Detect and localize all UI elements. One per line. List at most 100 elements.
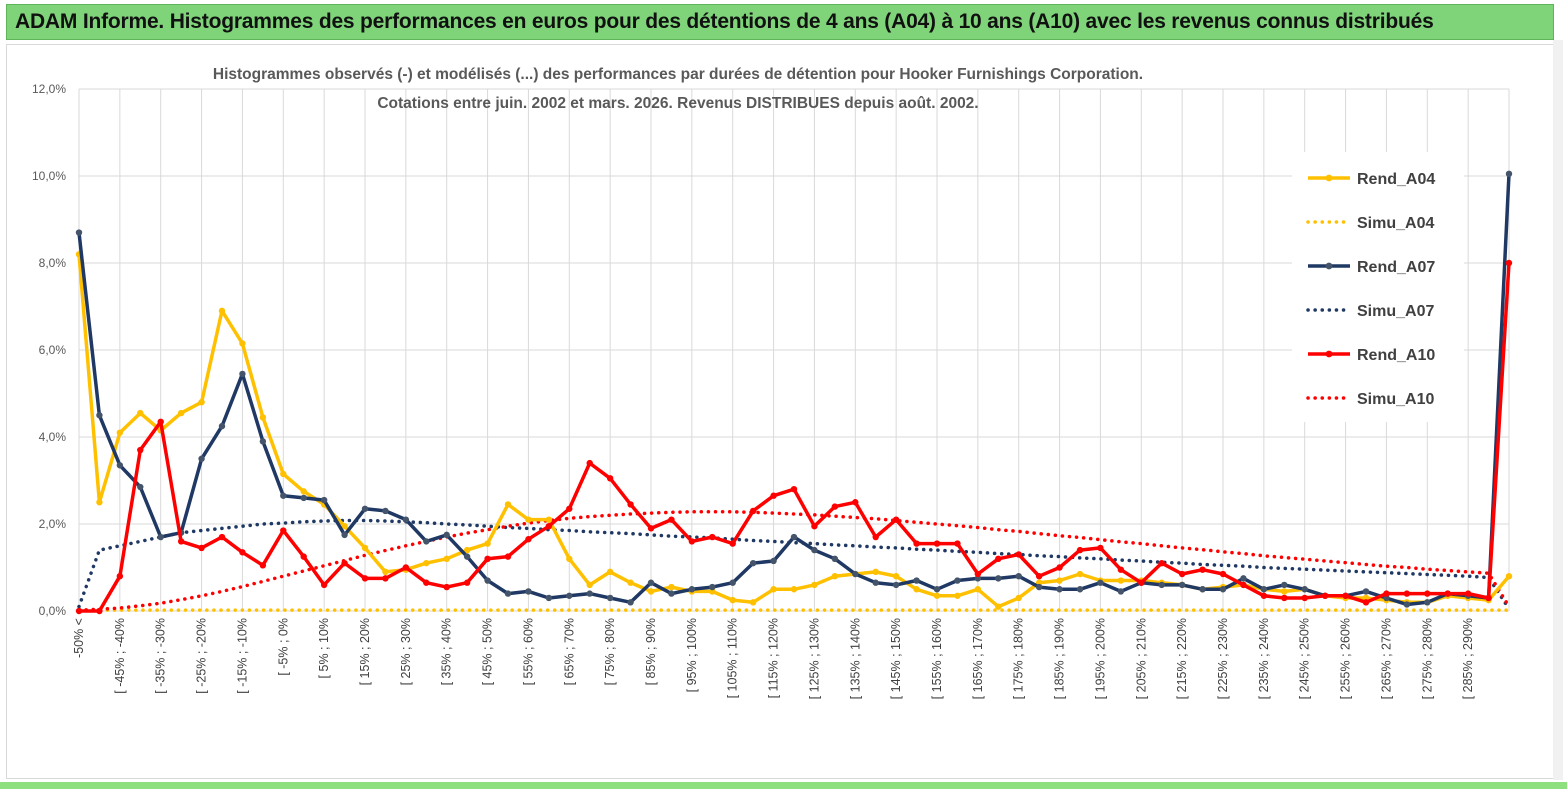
- legend-marker: [1325, 174, 1333, 182]
- point-Rend_A07: [1281, 581, 1288, 589]
- point-Rend_A04: [647, 588, 655, 595]
- point-Rend_A07: [688, 586, 696, 593]
- point-Rend_A04: [749, 599, 757, 606]
- point-Rend_A10: [852, 499, 859, 506]
- point-Rend_A04: [545, 516, 553, 523]
- x-axis: -50% < [ -45% ; -40% [ -35% ; -30% [ -25% ;…: [72, 618, 1475, 699]
- point-Rend_A07: [402, 516, 410, 523]
- x-tick-label: [ -45% ; -40%: [113, 618, 127, 694]
- point-Rend_A04: [566, 555, 573, 562]
- point-Rend_A04: [729, 596, 736, 604]
- x-tick-label: [ 165% ; 170%: [971, 618, 985, 699]
- x-tick-label: [ 35% ; 40%: [440, 618, 454, 685]
- point-Rend_A04: [341, 522, 348, 530]
- y-tick-label: 12,0%: [32, 82, 66, 96]
- x-tick-label: -50% <: [72, 618, 86, 658]
- point-Rend_A04: [933, 592, 941, 599]
- point-Rend_A10: [484, 555, 491, 562]
- point-Rend_A04: [995, 603, 1002, 610]
- point-Rend_A04: [892, 573, 900, 580]
- point-Rend_A07: [566, 592, 573, 599]
- y-tick-label: 6,0%: [39, 343, 67, 357]
- point-Rend_A10: [627, 501, 634, 508]
- point-Rend_A10: [790, 486, 798, 493]
- point-Rend_A07: [1056, 586, 1063, 593]
- x-tick-label: [ 285% ; 290%: [1461, 618, 1475, 699]
- point-Rend_A04: [1117, 577, 1125, 584]
- point-Rend_A10: [443, 583, 450, 591]
- point-Rend_A07: [1505, 170, 1513, 178]
- point-Rend_A07: [1178, 581, 1186, 589]
- legend: Rend_A04 Simu_A04 Rend_A07 Simu_A07 Rend_A10…: [1292, 152, 1464, 422]
- point-Rend_A04: [443, 555, 450, 562]
- point-Rend_A07: [1158, 581, 1165, 589]
- point-Rend_A10: [995, 555, 1002, 562]
- point-Rend_A10: [1485, 594, 1492, 602]
- x-tick-label: [ 15% ; 20%: [358, 618, 372, 685]
- point-Rend_A04: [1281, 588, 1288, 595]
- point-Rend_A10: [954, 540, 961, 547]
- legend-label: Simu_A10: [1357, 391, 1434, 408]
- x-tick-label: [ 265% ; 270%: [1379, 618, 1393, 699]
- point-Rend_A10: [1056, 564, 1063, 571]
- x-tick-label: [ -15% ; -10%: [235, 618, 249, 694]
- point-Rend_A10: [1035, 573, 1043, 580]
- series-Rend_A10: [75, 259, 1513, 615]
- point-Rend_A07: [280, 492, 287, 499]
- point-Rend_A07: [995, 575, 1002, 582]
- point-Rend_A07: [606, 594, 614, 602]
- point-Rend_A07: [545, 594, 553, 602]
- point-Rend_A07: [137, 483, 144, 491]
- point-Rend_A07: [1097, 579, 1104, 586]
- line-Simu_A10: [77, 510, 1511, 612]
- point-Rend_A10: [913, 540, 920, 547]
- point-Rend_A10: [300, 553, 307, 560]
- point-Rend_A10: [1424, 590, 1431, 597]
- point-Rend_A10: [239, 549, 246, 556]
- point-Rend_A07: [1199, 586, 1206, 593]
- point-Rend_A04: [177, 409, 185, 417]
- point-Rend_A10: [1178, 570, 1186, 578]
- point-Rend_A07: [198, 455, 205, 462]
- x-tick-label: [ 95% ; 100%: [685, 618, 699, 692]
- point-Rend_A04: [627, 579, 634, 586]
- chart-title: Histogrammes observés (-) et modélisés (…: [213, 66, 1143, 83]
- series-Simu_A07: [77, 518, 1511, 611]
- point-Rend_A07: [75, 229, 83, 236]
- x-tick-label: [ 45% ; 50%: [481, 618, 495, 685]
- point-Rend_A10: [1199, 566, 1206, 573]
- bottom-strip: [0, 782, 1567, 789]
- vertical-scrollbar[interactable]: [1553, 40, 1563, 780]
- point-Rend_A07: [504, 590, 512, 597]
- point-Rend_A07: [1117, 588, 1125, 595]
- point-Rend_A04: [198, 399, 205, 406]
- legend-item-Rend_A10: Rend_A10: [1308, 347, 1435, 364]
- point-Rend_A10: [586, 459, 593, 467]
- legend-item-Simu_A07: Simu_A07: [1306, 303, 1434, 320]
- point-Rend_A07: [1219, 586, 1227, 593]
- point-Rend_A10: [811, 522, 818, 530]
- x-tick-label: [ 155% ; 160%: [930, 618, 944, 699]
- point-Rend_A10: [463, 579, 471, 586]
- point-Rend_A10: [218, 533, 226, 541]
- point-Rend_A07: [668, 590, 675, 597]
- point-Rend_A10: [709, 533, 716, 541]
- point-Rend_A04: [954, 592, 961, 599]
- point-Rend_A10: [525, 536, 532, 543]
- point-Rend_A07: [1035, 583, 1043, 591]
- point-Rend_A04: [218, 307, 226, 315]
- point-Rend_A10: [606, 475, 614, 482]
- legend-label: Simu_A04: [1357, 215, 1434, 232]
- point-Rend_A07: [811, 546, 818, 554]
- report-title: ADAM Informe. Histogrammes des performan…: [15, 10, 1434, 33]
- point-Rend_A10: [668, 516, 675, 523]
- point-Rend_A10: [177, 538, 185, 545]
- point-Rend_A04: [116, 429, 124, 436]
- point-Rend_A10: [1117, 566, 1125, 573]
- point-Rend_A04: [463, 546, 471, 554]
- point-Rend_A10: [729, 540, 736, 547]
- point-Rend_A07: [913, 577, 920, 584]
- y-tick-label: 4,0%: [39, 430, 67, 444]
- point-Rend_A10: [1097, 544, 1104, 552]
- point-Rend_A04: [1015, 594, 1022, 602]
